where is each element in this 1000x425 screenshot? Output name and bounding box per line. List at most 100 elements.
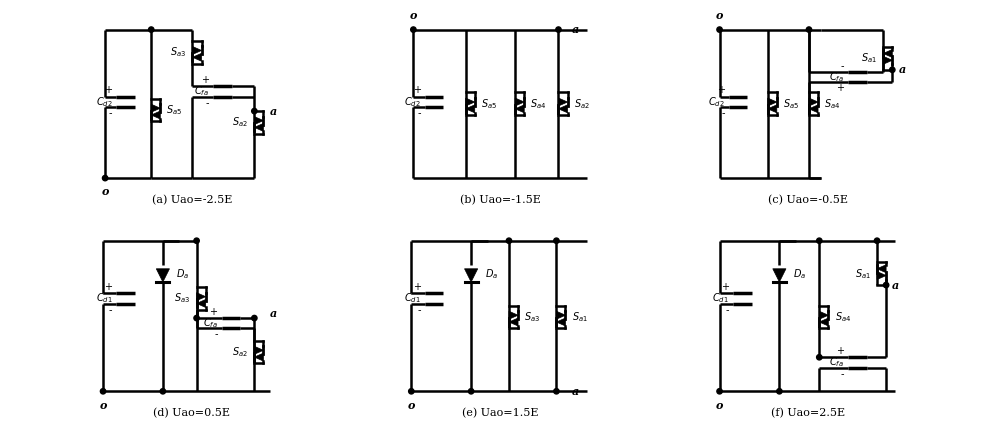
Polygon shape [466, 98, 475, 106]
Polygon shape [151, 104, 160, 112]
Polygon shape [254, 116, 263, 125]
Polygon shape [156, 269, 169, 282]
Text: $S_{a4}$: $S_{a4}$ [835, 310, 851, 324]
Text: o: o [716, 400, 723, 411]
Text: $C_{d1}$: $C_{d1}$ [404, 292, 421, 306]
Circle shape [102, 176, 108, 181]
Text: -: - [417, 108, 421, 118]
Text: $D_a$: $D_a$ [485, 267, 498, 280]
Text: a: a [892, 280, 900, 291]
Polygon shape [515, 98, 524, 106]
Text: +: + [201, 75, 209, 85]
Text: $S_{a4}$: $S_{a4}$ [824, 97, 841, 111]
Text: +: + [210, 307, 218, 317]
Polygon shape [192, 53, 202, 61]
Circle shape [554, 388, 559, 394]
Text: a: a [572, 24, 579, 35]
Text: $C_{d2}$: $C_{d2}$ [708, 95, 725, 109]
Polygon shape [877, 265, 886, 273]
Polygon shape [151, 111, 160, 119]
Polygon shape [819, 311, 828, 319]
Polygon shape [254, 353, 263, 361]
Circle shape [194, 315, 199, 321]
Text: $C_{d2}$: $C_{d2}$ [96, 95, 112, 109]
Circle shape [817, 238, 822, 244]
Circle shape [874, 238, 880, 244]
Circle shape [556, 27, 561, 32]
Text: $S_{a4}$: $S_{a4}$ [530, 97, 547, 111]
Text: $S_{a1}$: $S_{a1}$ [855, 267, 871, 280]
Text: (b) Uao=-1.5E: (b) Uao=-1.5E [460, 195, 540, 205]
Text: $C_{fa}$: $C_{fa}$ [829, 70, 844, 84]
Circle shape [160, 388, 166, 394]
Polygon shape [768, 105, 777, 113]
Text: (f) Uao=2.5E: (f) Uao=2.5E [771, 408, 845, 418]
Polygon shape [197, 293, 206, 300]
Text: $C_{d1}$: $C_{d1}$ [96, 292, 112, 306]
Polygon shape [509, 311, 518, 319]
Text: (c) Uao=-0.5E: (c) Uao=-0.5E [768, 195, 848, 205]
Text: $S_{a2}$: $S_{a2}$ [232, 116, 248, 129]
Polygon shape [773, 269, 786, 282]
Polygon shape [465, 269, 478, 282]
Circle shape [717, 27, 722, 32]
Text: (e) Uao=1.5E: (e) Uao=1.5E [462, 408, 538, 418]
Text: $S_{a5}$: $S_{a5}$ [481, 97, 497, 111]
Text: (d) Uao=0.5E: (d) Uao=0.5E [153, 408, 230, 418]
Text: $S_{a5}$: $S_{a5}$ [783, 97, 799, 111]
Text: $S_{a3}$: $S_{a3}$ [524, 310, 540, 324]
Circle shape [100, 388, 106, 394]
Polygon shape [558, 98, 568, 106]
Polygon shape [558, 105, 568, 113]
Circle shape [777, 388, 782, 394]
Text: -: - [214, 329, 218, 340]
Text: +: + [104, 85, 112, 96]
Circle shape [554, 238, 559, 244]
Text: $C_{d1}$: $C_{d1}$ [712, 292, 729, 306]
Text: a: a [898, 64, 906, 75]
Circle shape [411, 27, 416, 32]
Text: o: o [716, 10, 723, 21]
Text: a: a [572, 386, 579, 397]
Polygon shape [768, 98, 777, 106]
Text: $S_{a3}$: $S_{a3}$ [174, 292, 190, 306]
Text: $S_{a2}$: $S_{a2}$ [574, 97, 590, 111]
Text: -: - [841, 61, 844, 71]
Circle shape [817, 354, 822, 360]
Circle shape [194, 238, 199, 244]
Text: $S_{a5}$: $S_{a5}$ [166, 103, 183, 117]
Text: +: + [717, 85, 725, 96]
Text: -: - [721, 108, 725, 118]
Text: +: + [836, 346, 844, 356]
Text: $C_{fa}$: $C_{fa}$ [829, 355, 844, 369]
Text: -: - [109, 305, 112, 315]
Text: -: - [417, 305, 421, 315]
Text: $D_a$: $D_a$ [793, 267, 806, 280]
Polygon shape [877, 272, 886, 280]
Polygon shape [809, 105, 818, 113]
Text: +: + [104, 282, 112, 292]
Text: o: o [408, 400, 415, 411]
Polygon shape [883, 49, 892, 57]
Text: o: o [410, 10, 417, 21]
Text: +: + [721, 282, 729, 292]
Circle shape [252, 108, 257, 114]
Circle shape [883, 282, 889, 288]
Circle shape [468, 388, 474, 394]
Text: -: - [841, 369, 844, 379]
Text: $S_{a1}$: $S_{a1}$ [861, 51, 877, 65]
Text: a: a [270, 105, 277, 116]
Circle shape [890, 67, 895, 73]
Polygon shape [515, 105, 524, 113]
Polygon shape [883, 56, 892, 64]
Text: o: o [99, 400, 107, 411]
Circle shape [149, 27, 154, 32]
Polygon shape [466, 105, 475, 113]
Polygon shape [254, 123, 263, 131]
Text: -: - [725, 305, 729, 315]
Text: $C_{fa}$: $C_{fa}$ [203, 316, 218, 330]
Circle shape [506, 238, 512, 244]
Polygon shape [197, 300, 206, 307]
Polygon shape [192, 46, 202, 54]
Polygon shape [556, 311, 565, 319]
